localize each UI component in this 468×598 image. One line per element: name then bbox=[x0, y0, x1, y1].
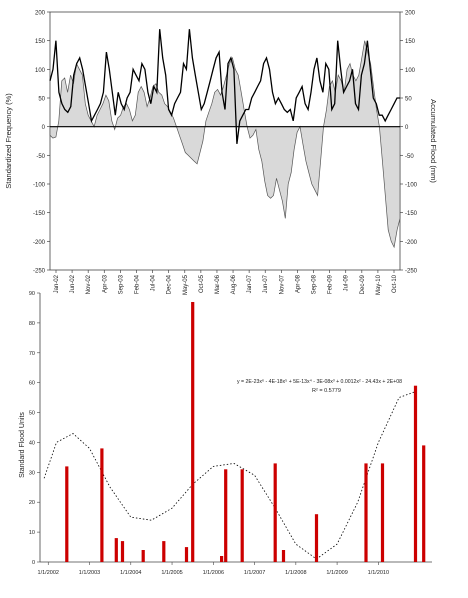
top-x-tick-label: May-10 bbox=[376, 274, 382, 295]
top-y-tick-label: 200 bbox=[35, 11, 46, 17]
top-x-tick-label: Jul-09 bbox=[344, 274, 350, 291]
top-x-tick-label: Jan-02 bbox=[54, 274, 60, 293]
top-x-tick-label: Aug-06 bbox=[231, 274, 237, 294]
top-x-tick-label: Apr-03 bbox=[102, 274, 108, 293]
top-x-tick-label: Nov-07 bbox=[279, 274, 285, 294]
top-y2-tick-label: 150 bbox=[405, 39, 416, 45]
top-x-tick-label: Feb-09 bbox=[328, 274, 334, 294]
bottom-x-tick-label: 1/1/2007 bbox=[244, 570, 265, 576]
bottom-y-tick-label: 0 bbox=[32, 560, 35, 566]
standardized-frequency-line bbox=[49, 29, 400, 144]
bottom-y-tick-label: 30 bbox=[29, 470, 35, 476]
top-x-tick-label: May-05 bbox=[183, 274, 189, 295]
top-y-tick-label: 100 bbox=[35, 68, 46, 74]
bottom-x-tick-label: 1/1/2003 bbox=[79, 570, 100, 576]
bottom-y-tick-label: 70 bbox=[29, 351, 35, 357]
top-x-tick-label: Dec-04 bbox=[167, 274, 173, 294]
flood-bar bbox=[100, 448, 104, 562]
flood-bar bbox=[224, 469, 228, 562]
flood-bar bbox=[281, 550, 286, 562]
top-y2-tick-label: 100 bbox=[405, 68, 416, 74]
flood-bar bbox=[191, 302, 195, 562]
bottom-x-tick-label: 1/1/2010 bbox=[368, 570, 389, 576]
top-y2-tick-label: 50 bbox=[405, 97, 412, 103]
flood-bar bbox=[314, 514, 319, 562]
top-y-axis-label: Standardized Frequency (%) bbox=[4, 93, 13, 189]
bottom-x-tick-label: 1/1/2006 bbox=[203, 570, 224, 576]
bottom-legend-r2: R² = 0.5779 bbox=[312, 388, 341, 394]
flood-bar bbox=[184, 547, 189, 562]
top-y2-tick-label: -200 bbox=[405, 240, 418, 246]
bottom-y-tick-label: 20 bbox=[29, 500, 35, 506]
top-y2-tick-label: 200 bbox=[405, 11, 416, 17]
top-y-tick-label: -50 bbox=[36, 154, 45, 160]
bottom-y-axis-label: Standard Flood Units bbox=[19, 412, 26, 478]
bottom-y-tick-label: 80 bbox=[29, 321, 35, 327]
top-x-tick-label: Jun-02 bbox=[70, 274, 76, 293]
bottom-y-tick-label: 10 bbox=[29, 530, 35, 536]
top-x-tick-label: Oct-10 bbox=[392, 274, 398, 293]
flood-bar bbox=[220, 556, 224, 562]
top-chart: 200 150 100 50 0 -50 -100 -150 -200 -250 200 150 10… bbox=[4, 11, 438, 296]
bottom-x-tick-label: 1/1/2004 bbox=[120, 570, 141, 576]
bottom-x-tick-label: 1/1/2009 bbox=[326, 570, 347, 576]
top-x-tick-label: Nov-02 bbox=[86, 274, 92, 294]
bottom-y-tick-label: 40 bbox=[29, 440, 35, 446]
top-y-tick-label: -250 bbox=[33, 269, 46, 275]
top-y2-axis-label: Accumulated Flood (mm) bbox=[429, 99, 438, 183]
flood-bar bbox=[422, 445, 426, 562]
top-y-tick-label: -200 bbox=[33, 240, 46, 246]
top-x-tick-label: Apr-08 bbox=[295, 274, 301, 293]
polynomial-trend-line bbox=[43, 391, 416, 560]
top-y-tick-label: 50 bbox=[38, 97, 45, 103]
bottom-legend-equation: y = 2E-23x⁶ - 4E-18x⁵ + 5E-13x⁴ - 3E-08x… bbox=[237, 379, 402, 385]
top-plot-frame bbox=[49, 11, 401, 271]
bottom-x-tick-label: 1/1/2002 bbox=[38, 570, 59, 576]
top-y-tick-label: 0 bbox=[42, 125, 46, 131]
flood-bar bbox=[141, 550, 145, 562]
top-x-tick-label: Sep-03 bbox=[118, 274, 124, 294]
top-x-tick-label: Feb-04 bbox=[134, 274, 140, 294]
flood-bar bbox=[114, 538, 118, 562]
bottom-x-tick-label: 1/1/2005 bbox=[161, 570, 182, 576]
top-x-tick-label: Jul-04 bbox=[151, 274, 157, 291]
top-x-tick-label: Dec-09 bbox=[360, 274, 366, 294]
flood-bar bbox=[273, 463, 277, 562]
bottom-y-tick-label: 50 bbox=[29, 411, 35, 417]
flood-bar bbox=[65, 466, 69, 562]
bottom-y-tick-label: 60 bbox=[29, 381, 35, 387]
flood-bar bbox=[380, 463, 385, 562]
top-x-tick-label: Jun-07 bbox=[263, 274, 269, 293]
flood-bar bbox=[413, 385, 418, 562]
top-y2-tick-label: -100 bbox=[405, 183, 418, 189]
top-y2-tick-label: 0 bbox=[405, 125, 409, 131]
top-y-tick-label: 150 bbox=[35, 39, 46, 45]
top-x-tick-label: Jan-07 bbox=[247, 274, 253, 293]
top-x-tick-label: Oct-05 bbox=[199, 274, 205, 293]
flood-bar bbox=[162, 541, 166, 562]
flood-bar bbox=[364, 463, 368, 562]
top-x-tick-label: Mar-06 bbox=[215, 274, 221, 294]
top-y2-tick-label: -150 bbox=[405, 211, 418, 217]
top-x-tick-label: Sep-08 bbox=[312, 274, 318, 294]
flood-bar bbox=[240, 469, 244, 562]
bottom-y-tick-label: 90 bbox=[29, 291, 35, 297]
top-y2-tick-label: -250 bbox=[405, 269, 418, 275]
flood-bar bbox=[120, 541, 125, 562]
top-y-tick-label: -100 bbox=[33, 183, 46, 189]
top-y2-tick-label: -50 bbox=[405, 154, 414, 160]
top-y-tick-label: -150 bbox=[33, 211, 46, 217]
bottom-chart: 90 80 70 60 50 40 30 20 10 0 1/1/2002 1/1/2003 1/1/… bbox=[19, 291, 432, 576]
bottom-x-tick-label: 1/1/2008 bbox=[285, 570, 306, 576]
